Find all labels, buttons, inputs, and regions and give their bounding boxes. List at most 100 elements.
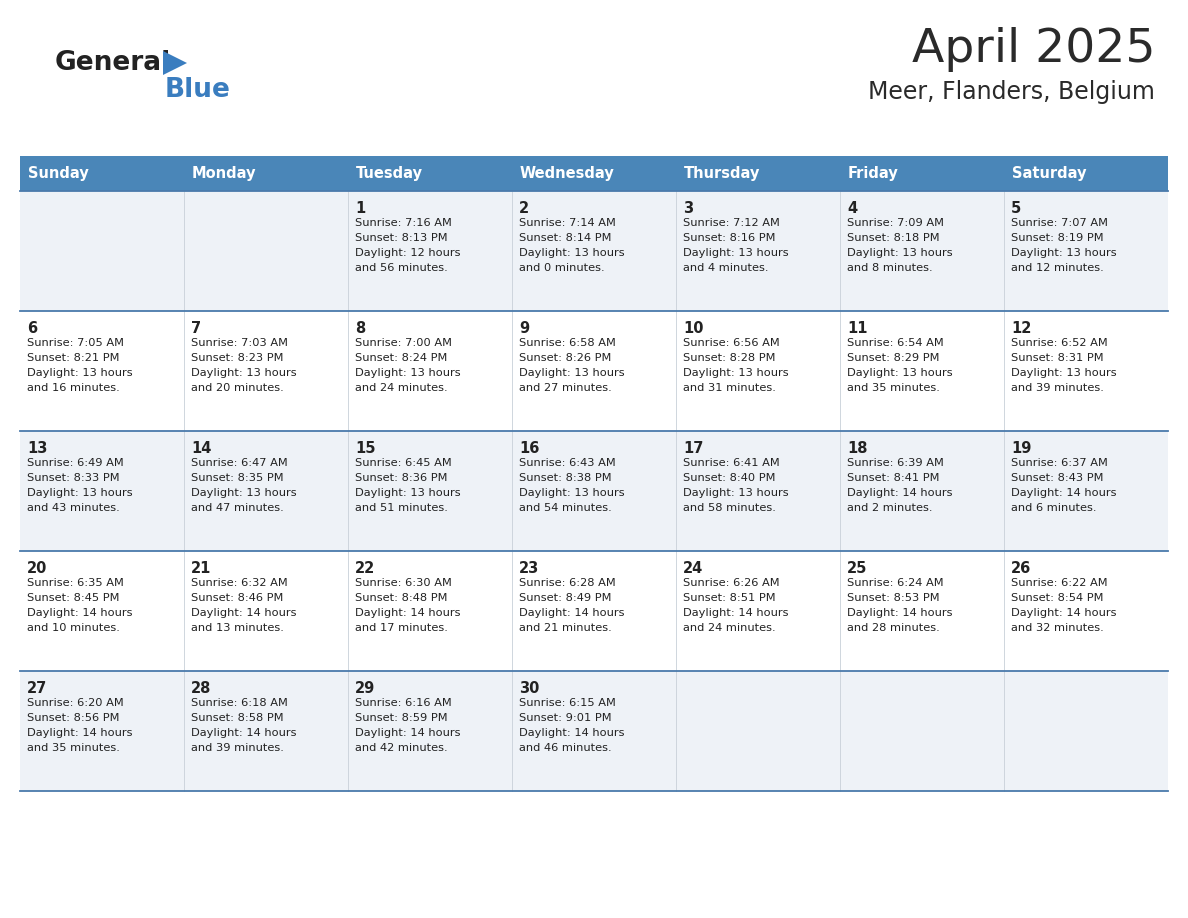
Text: Daylight: 14 hours: Daylight: 14 hours [519,608,625,618]
Text: Blue: Blue [165,77,230,103]
Text: Sunrise: 6:41 AM: Sunrise: 6:41 AM [683,458,779,468]
Text: Sunset: 8:53 PM: Sunset: 8:53 PM [847,593,940,603]
Text: and 10 minutes.: and 10 minutes. [27,623,120,633]
Text: Sunrise: 7:12 AM: Sunrise: 7:12 AM [683,218,779,228]
Text: Sunrise: 6:47 AM: Sunrise: 6:47 AM [191,458,287,468]
Text: 14: 14 [191,441,211,456]
Text: Meer, Flanders, Belgium: Meer, Flanders, Belgium [868,80,1155,104]
Text: 13: 13 [27,441,48,456]
Text: 15: 15 [355,441,375,456]
Text: Daylight: 14 hours: Daylight: 14 hours [847,608,953,618]
Text: and 32 minutes.: and 32 minutes. [1011,623,1104,633]
Text: 8: 8 [355,321,365,336]
Text: and 43 minutes.: and 43 minutes. [27,503,120,513]
Text: Thursday: Thursday [684,166,760,181]
Text: 24: 24 [683,561,703,576]
Bar [20,311,1168,431]
Text: 30: 30 [519,681,539,696]
Text: and 28 minutes.: and 28 minutes. [847,623,940,633]
Text: and 27 minutes.: and 27 minutes. [519,383,612,393]
Text: Daylight: 14 hours: Daylight: 14 hours [1011,608,1117,618]
Text: Sunset: 8:26 PM: Sunset: 8:26 PM [519,353,612,363]
Text: 29: 29 [355,681,375,696]
Text: Sunrise: 6:15 AM: Sunrise: 6:15 AM [519,698,615,708]
Text: Sunrise: 6:58 AM: Sunrise: 6:58 AM [519,338,615,348]
Text: 21: 21 [191,561,211,576]
Text: Daylight: 13 hours: Daylight: 13 hours [191,368,297,378]
Text: Daylight: 14 hours: Daylight: 14 hours [519,728,625,738]
Text: Monday: Monday [192,166,257,181]
Text: Daylight: 13 hours: Daylight: 13 hours [847,248,953,258]
Text: and 13 minutes.: and 13 minutes. [191,623,284,633]
Text: April 2025: April 2025 [911,28,1155,73]
Text: Sunrise: 6:54 AM: Sunrise: 6:54 AM [847,338,943,348]
Text: Sunrise: 6:43 AM: Sunrise: 6:43 AM [519,458,615,468]
Text: and 12 minutes.: and 12 minutes. [1011,263,1104,273]
Text: Daylight: 13 hours: Daylight: 13 hours [1011,368,1117,378]
Text: Sunset: 8:54 PM: Sunset: 8:54 PM [1011,593,1104,603]
Text: Wednesday: Wednesday [520,166,614,181]
Text: and 35 minutes.: and 35 minutes. [847,383,940,393]
Text: Sunset: 8:59 PM: Sunset: 8:59 PM [355,713,448,723]
Text: 28: 28 [191,681,211,696]
Text: and 35 minutes.: and 35 minutes. [27,743,120,753]
Text: Daylight: 13 hours: Daylight: 13 hours [27,488,133,498]
Text: Sunset: 8:19 PM: Sunset: 8:19 PM [1011,233,1104,243]
Text: Sunset: 8:21 PM: Sunset: 8:21 PM [27,353,120,363]
Text: 3: 3 [683,201,693,216]
Text: and 31 minutes.: and 31 minutes. [683,383,776,393]
Text: and 39 minutes.: and 39 minutes. [191,743,284,753]
Text: Sunrise: 6:52 AM: Sunrise: 6:52 AM [1011,338,1107,348]
Text: Sunrise: 6:28 AM: Sunrise: 6:28 AM [519,578,615,588]
Text: 5: 5 [1011,201,1022,216]
Text: Sunrise: 6:22 AM: Sunrise: 6:22 AM [1011,578,1107,588]
Text: and 21 minutes.: and 21 minutes. [519,623,612,633]
Text: Daylight: 14 hours: Daylight: 14 hours [355,728,461,738]
Text: and 20 minutes.: and 20 minutes. [191,383,284,393]
Text: Sunset: 8:51 PM: Sunset: 8:51 PM [683,593,776,603]
Text: and 17 minutes.: and 17 minutes. [355,623,448,633]
Text: and 4 minutes.: and 4 minutes. [683,263,769,273]
Text: Daylight: 13 hours: Daylight: 13 hours [683,488,789,498]
Text: Sunset: 8:24 PM: Sunset: 8:24 PM [355,353,448,363]
Text: Sunset: 8:58 PM: Sunset: 8:58 PM [191,713,284,723]
Bar [20,191,1168,311]
Text: Sunrise: 6:37 AM: Sunrise: 6:37 AM [1011,458,1108,468]
Text: Sunrise: 7:14 AM: Sunrise: 7:14 AM [519,218,615,228]
Text: Sunset: 8:14 PM: Sunset: 8:14 PM [519,233,612,243]
Text: Sunday: Sunday [29,166,89,181]
Text: 16: 16 [519,441,539,456]
Text: Sunrise: 7:00 AM: Sunrise: 7:00 AM [355,338,451,348]
Text: 25: 25 [847,561,867,576]
Text: Sunset: 8:29 PM: Sunset: 8:29 PM [847,353,940,363]
Text: 20: 20 [27,561,48,576]
Text: Daylight: 14 hours: Daylight: 14 hours [355,608,461,618]
Text: Sunrise: 6:16 AM: Sunrise: 6:16 AM [355,698,451,708]
Text: and 24 minutes.: and 24 minutes. [683,623,776,633]
Text: 19: 19 [1011,441,1031,456]
Text: and 46 minutes.: and 46 minutes. [519,743,612,753]
Text: Sunset: 8:43 PM: Sunset: 8:43 PM [1011,473,1104,483]
Text: 22: 22 [355,561,375,576]
Text: and 39 minutes.: and 39 minutes. [1011,383,1104,393]
Text: and 51 minutes.: and 51 minutes. [355,503,448,513]
Text: Saturday: Saturday [1012,166,1087,181]
Text: Sunset: 8:35 PM: Sunset: 8:35 PM [191,473,284,483]
Text: and 56 minutes.: and 56 minutes. [355,263,448,273]
Text: Sunset: 8:18 PM: Sunset: 8:18 PM [847,233,940,243]
Text: Sunset: 8:13 PM: Sunset: 8:13 PM [355,233,448,243]
Text: Sunrise: 6:26 AM: Sunrise: 6:26 AM [683,578,779,588]
Text: 1: 1 [355,201,365,216]
Text: and 8 minutes.: and 8 minutes. [847,263,933,273]
Text: Daylight: 14 hours: Daylight: 14 hours [27,728,133,738]
Text: Sunrise: 7:07 AM: Sunrise: 7:07 AM [1011,218,1108,228]
Text: Sunrise: 7:16 AM: Sunrise: 7:16 AM [355,218,451,228]
Polygon shape [163,51,187,75]
Text: Daylight: 13 hours: Daylight: 13 hours [519,368,625,378]
Text: 11: 11 [847,321,867,336]
Text: Daylight: 14 hours: Daylight: 14 hours [27,608,133,618]
Text: Sunrise: 6:45 AM: Sunrise: 6:45 AM [355,458,451,468]
Text: and 2 minutes.: and 2 minutes. [847,503,933,513]
Text: 27: 27 [27,681,48,696]
Text: Daylight: 14 hours: Daylight: 14 hours [191,608,297,618]
